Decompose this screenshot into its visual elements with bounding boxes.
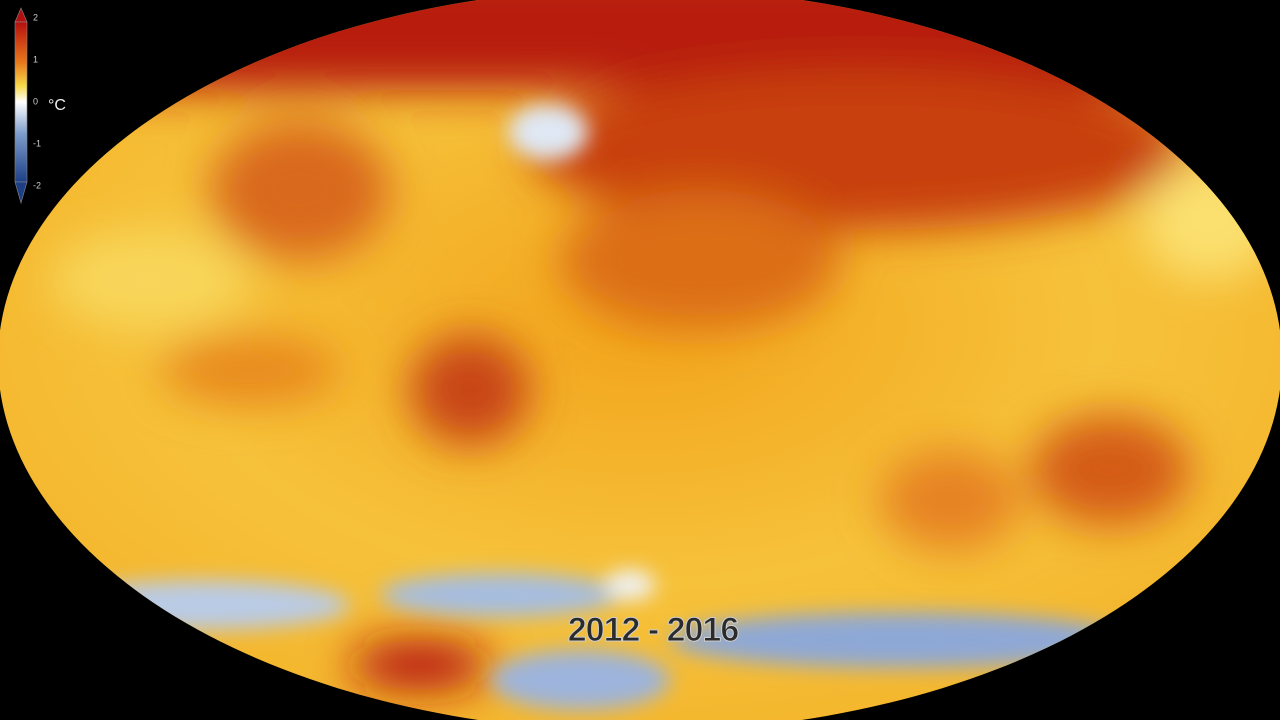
period-label: 2012 - 2016 bbox=[568, 611, 739, 649]
unit-label: °C bbox=[48, 97, 66, 114]
colorbar bbox=[14, 7, 28, 205]
colorbar-tick-label: -2 bbox=[33, 180, 41, 190]
colorbar-tick-label: -1 bbox=[33, 138, 41, 148]
colorbar-tick-label: 1 bbox=[33, 54, 38, 64]
colorbar-tick-label: 0 bbox=[33, 96, 38, 106]
colorbar-tick-label: 2 bbox=[33, 12, 38, 22]
